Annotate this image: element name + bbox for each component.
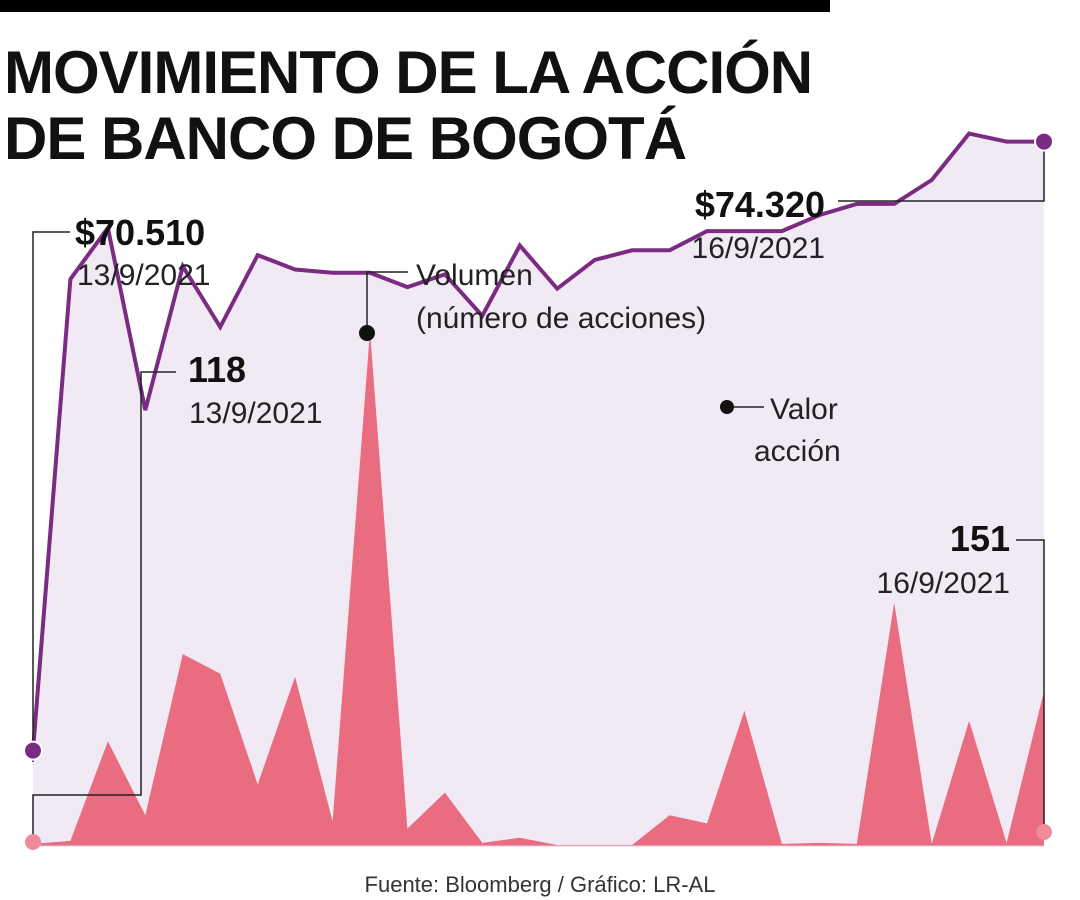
price-line [31, 131, 1044, 751]
end-price-leader [838, 150, 1045, 202]
price-legend-line-1: Valor [770, 393, 838, 426]
end-price-value: $74.320 [695, 184, 825, 225]
start-price-value: $70.510 [75, 212, 205, 253]
end-price-date: 16/9/2021 [692, 232, 825, 265]
volume-legend-leader [366, 271, 408, 333]
chart-title: MOVIMIENTO DE LA ACCIÓN DE BANCO DE BOGO… [4, 39, 813, 172]
end-price-marker [1034, 131, 1054, 152]
top-rule [0, 0, 830, 12]
chart-title-line-1: MOVIMIENTO DE LA ACCIÓN [4, 39, 813, 106]
volume-legend-line-2: (número de acciones) [416, 302, 706, 335]
start-price-leader [32, 231, 70, 762]
end-volume-value: 151 [950, 518, 1010, 559]
price-legend-marker [720, 400, 734, 414]
end-volume-marker [1036, 824, 1052, 840]
end-volume-leader [1016, 539, 1045, 830]
start-volume-marker [25, 834, 41, 850]
price-area [33, 133, 1044, 847]
source-credit: Fuente: Bloomberg / Gráfico: LR-AL [364, 872, 716, 897]
end-volume-date: 16/9/2021 [877, 567, 1010, 600]
chart-title-line-2: DE BANCO DE BOGOTÁ [4, 105, 687, 172]
start-price-date: 13/9/2021 [77, 259, 210, 292]
volume-legend-line-1: Volumen [416, 259, 533, 292]
start-volume-leader [32, 371, 176, 840]
start-volume-date: 13/9/2021 [189, 397, 322, 430]
start-volume-value: 118 [188, 349, 246, 390]
price-legend-line-2: acción [754, 435, 841, 468]
volume-area [33, 330, 1044, 846]
volume-legend-marker [359, 325, 375, 341]
start-price-marker [23, 740, 43, 761]
